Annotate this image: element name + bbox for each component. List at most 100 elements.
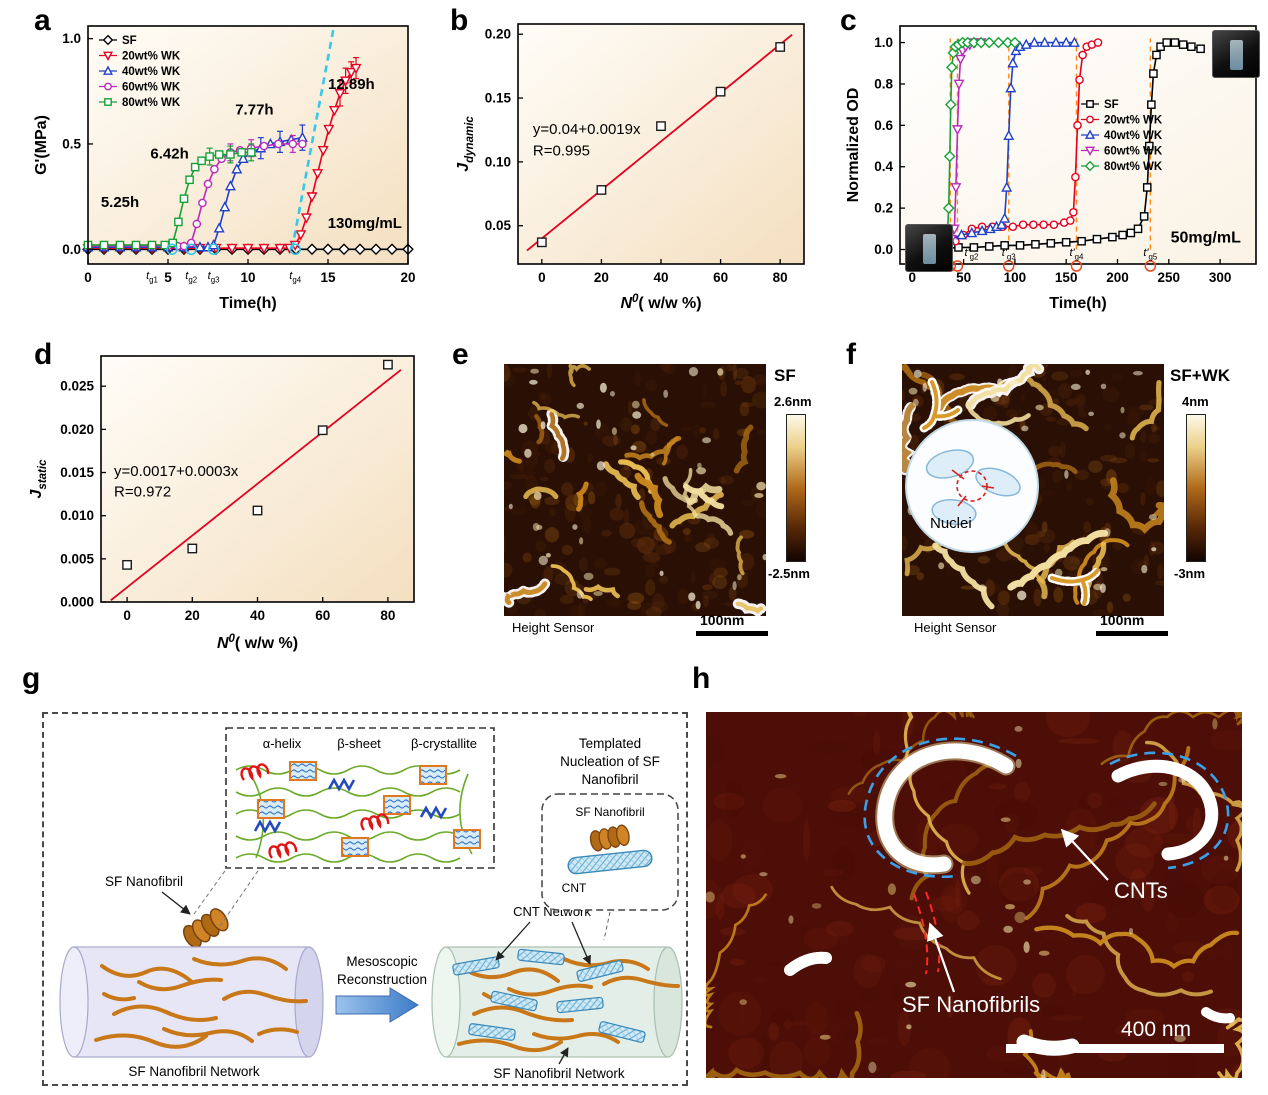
svg-text:t'g4: t'g4 (1069, 247, 1084, 261)
alpha-helix-label: α-helix (263, 736, 302, 751)
svg-text:80: 80 (773, 270, 788, 285)
colorbar-min-label: -2.5nm (768, 566, 810, 581)
svg-text:N0( w/w %): N0( w/w %) (217, 633, 298, 652)
scalebar (1096, 631, 1168, 636)
svg-text:tg1: tg1 (146, 270, 158, 284)
afm-title-sf-wk: SF+WK (1170, 366, 1230, 385)
height-colorbar (786, 414, 806, 562)
svg-text:Time(h): Time(h) (1049, 295, 1106, 312)
sf-fibrils (94, 956, 308, 1049)
right-network-label: SF Nanofibril Network (493, 1066, 625, 1081)
svg-text:0.015: 0.015 (60, 465, 94, 480)
svg-text:Time(h): Time(h) (219, 295, 276, 312)
templated-label-line2: Nucleation of SF (560, 754, 660, 769)
svg-text:0.0: 0.0 (874, 242, 893, 257)
nucleation-arrows (951, 469, 995, 507)
svg-text:SF: SF (122, 35, 137, 47)
templated-nucleation-box (541, 793, 679, 911)
svg-text:40wt% WK: 40wt% WK (1104, 130, 1163, 142)
colorbar-max-label: 2.6nm (774, 394, 812, 409)
svg-text:100: 100 (1004, 270, 1027, 285)
svg-text:0.6: 0.6 (874, 118, 893, 133)
panel-label-a: a (34, 4, 51, 37)
cnts-arrow (1060, 828, 1109, 881)
svg-text:10: 10 (240, 270, 255, 285)
chart-normalized-od: 0 50 100 150 200 250 300 0.0 0.2 0.4 0.6 0.8 1.0 Time… (845, 25, 1257, 312)
cnt-rods (452, 948, 646, 1043)
svg-text:0.010: 0.010 (60, 508, 94, 523)
cnt-bright-segment (1111, 759, 1219, 861)
templated-label-line3: Nanofibril (581, 772, 638, 787)
nucleus-circle (956, 470, 988, 502)
pointer-arrow (161, 891, 191, 915)
afm-title-sf: SF (774, 366, 796, 385)
panel-label-d: d (34, 338, 53, 371)
svg-text:0: 0 (123, 608, 131, 623)
svg-text:R=0.995: R=0.995 (533, 142, 590, 159)
templated-label-line1: Templated (579, 736, 641, 751)
svg-text:200: 200 (1106, 270, 1129, 285)
svg-text:6.42h: 6.42h (150, 146, 188, 163)
svg-text:N0( w/w %): N0( w/w %) (620, 293, 701, 312)
svg-text:20: 20 (400, 270, 415, 285)
scalebar-label: 400 nm (1121, 1018, 1191, 1041)
sf-nanofibril-label: SF Nanofibril (105, 874, 183, 889)
svg-text:0.5: 0.5 (62, 136, 81, 151)
cnt-dashed-outline (1109, 751, 1230, 870)
svg-text:250: 250 (1158, 270, 1181, 285)
svg-text:0: 0 (909, 270, 917, 285)
svg-text:Normalized OD: Normalized OD (845, 88, 862, 203)
nuclei-inset: Nuclei (905, 419, 1039, 553)
svg-text:0.005: 0.005 (60, 551, 94, 566)
panel-e: SF 2.6nm -2.5nm Height Sensor 100nm (452, 352, 852, 652)
svg-text:80wt% WK: 80wt% WK (122, 97, 181, 109)
cnts-label: CNTs (1114, 878, 1168, 903)
svg-text:0.0: 0.0 (62, 242, 81, 257)
svg-text:40wt% WK: 40wt% WK (122, 66, 181, 78)
height-colorbar (1186, 414, 1206, 562)
svg-text:t'g2: t'g2 (964, 247, 978, 261)
svg-text:1.0: 1.0 (874, 35, 893, 50)
svg-text:5: 5 (164, 270, 172, 285)
svg-text:50mg/mL: 50mg/mL (1171, 229, 1241, 246)
colorbar-min-label: -3nm (1174, 566, 1206, 581)
beta-crystallite-label: β-crystallite (411, 736, 477, 751)
svg-text:t'g5: t'g5 (1143, 247, 1158, 261)
svg-text:60wt% WK: 60wt% WK (122, 82, 181, 94)
chart-j-dynamic: 0 20 40 60 80 0.05 0.10 0.15 0.20 N0( w/w %) Jdyna… (455, 23, 805, 312)
afm-texture (504, 364, 766, 616)
svg-text:0.000: 0.000 (60, 595, 94, 610)
cnt-dashed-outline (863, 737, 1017, 879)
height-sensor-label: Height Sensor (914, 620, 997, 635)
scalebar (696, 631, 768, 636)
svg-text:60: 60 (315, 608, 330, 623)
pointer-arrow (571, 921, 591, 965)
svg-text:0.15: 0.15 (485, 91, 512, 106)
svg-text:0: 0 (538, 270, 546, 285)
svg-text:20: 20 (185, 608, 200, 623)
mesoscopic-label-line1: Mesoscopic (346, 954, 418, 969)
colorbar-max-label: 4nm (1182, 394, 1209, 409)
beta-sheet-label: β-sheet (337, 736, 381, 751)
scalebar-label: 100nm (700, 612, 745, 628)
mesoscopic-label-line2: Reconstruction (337, 972, 427, 987)
svg-text:tg3: tg3 (208, 270, 220, 284)
dotted-fibril-outline (919, 377, 1103, 609)
cuvette-icon (1230, 40, 1243, 70)
panel-label-b: b (450, 4, 469, 37)
schematic-canvas: α-helix β-sheet β-crystallite (59, 727, 683, 1081)
pointer-arrow (495, 921, 531, 961)
templated-sf-label: SF Nanofibril (575, 805, 644, 819)
afm-image-sf-wk: Nuclei (902, 364, 1164, 616)
svg-text:G'(MPa): G'(MPa) (33, 115, 50, 175)
svg-text:y=0.0017+0.0003x: y=0.0017+0.0003x (114, 463, 239, 480)
afm-image-composite: CNTs SF Nanofibrils 400 nm (706, 712, 1242, 1078)
scalebar (1006, 1044, 1224, 1053)
svg-text:0.20: 0.20 (485, 27, 511, 42)
svg-text:15: 15 (320, 270, 336, 285)
svg-text:60: 60 (713, 270, 728, 285)
nuclei-label: Nuclei (930, 515, 972, 532)
svg-text:50: 50 (956, 270, 971, 285)
svg-text:20wt% WK: 20wt% WK (122, 51, 181, 63)
